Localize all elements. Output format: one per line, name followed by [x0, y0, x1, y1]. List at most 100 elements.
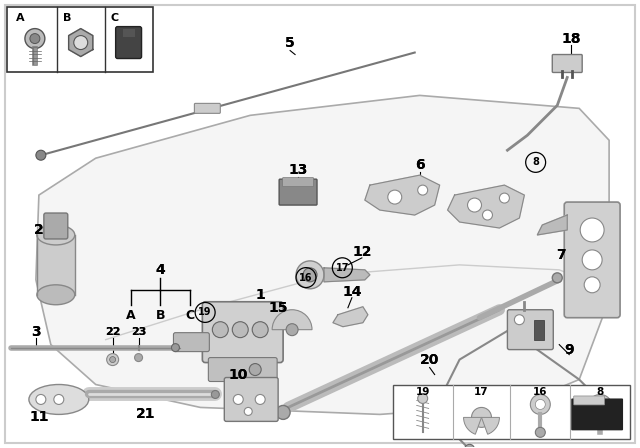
FancyBboxPatch shape [572, 398, 623, 431]
FancyBboxPatch shape [202, 302, 283, 362]
Text: 7: 7 [556, 248, 566, 262]
Text: 19: 19 [415, 388, 430, 397]
Text: A: A [126, 309, 136, 322]
FancyBboxPatch shape [508, 310, 553, 349]
Circle shape [212, 322, 228, 338]
Circle shape [25, 29, 45, 48]
Circle shape [418, 393, 428, 404]
Circle shape [418, 185, 428, 195]
Text: A: A [16, 13, 24, 23]
Text: 19: 19 [198, 307, 212, 318]
Circle shape [582, 250, 602, 270]
Text: 14: 14 [342, 285, 362, 299]
FancyBboxPatch shape [552, 55, 582, 73]
Circle shape [54, 395, 64, 405]
Bar [393, 384, 630, 439]
Polygon shape [538, 215, 567, 235]
Text: 1: 1 [255, 288, 265, 302]
Text: 6: 6 [415, 158, 424, 172]
Circle shape [286, 324, 298, 336]
Circle shape [465, 444, 474, 448]
Ellipse shape [29, 384, 89, 414]
Text: 493321: 493321 [588, 429, 627, 439]
Polygon shape [365, 175, 440, 215]
Circle shape [468, 198, 481, 212]
FancyBboxPatch shape [224, 378, 278, 422]
FancyBboxPatch shape [209, 358, 277, 382]
Circle shape [244, 407, 252, 415]
Wedge shape [463, 418, 481, 434]
Text: 7: 7 [556, 248, 566, 262]
Text: 20: 20 [420, 353, 439, 366]
Circle shape [515, 314, 524, 325]
Circle shape [580, 218, 604, 242]
Text: 16: 16 [300, 272, 313, 283]
Text: 9: 9 [564, 343, 574, 357]
FancyBboxPatch shape [195, 103, 220, 113]
Text: 10: 10 [228, 367, 248, 382]
Text: C: C [111, 13, 119, 23]
Circle shape [36, 395, 46, 405]
Text: 12: 12 [352, 245, 372, 259]
Text: 18: 18 [561, 31, 581, 46]
Bar [123, 29, 134, 37]
Text: 10: 10 [228, 367, 248, 382]
Bar [37, 235, 75, 295]
Text: 16: 16 [533, 388, 548, 397]
Polygon shape [324, 268, 370, 282]
Circle shape [252, 322, 268, 338]
Text: 4: 4 [156, 263, 165, 277]
Circle shape [535, 427, 545, 437]
Circle shape [535, 400, 545, 409]
Ellipse shape [37, 225, 75, 245]
Circle shape [74, 35, 88, 50]
Text: 9: 9 [564, 343, 574, 357]
Text: C: C [186, 309, 195, 322]
FancyBboxPatch shape [283, 178, 314, 187]
FancyBboxPatch shape [573, 396, 605, 405]
Circle shape [134, 353, 143, 362]
Circle shape [255, 395, 265, 405]
Text: 20: 20 [420, 353, 439, 366]
Circle shape [499, 193, 509, 203]
FancyBboxPatch shape [173, 333, 209, 352]
Circle shape [303, 268, 317, 282]
Ellipse shape [37, 285, 75, 305]
Text: 23: 23 [131, 327, 147, 336]
Circle shape [249, 364, 261, 375]
Text: 13: 13 [289, 163, 308, 177]
Text: 21: 21 [136, 407, 156, 422]
Text: 22: 22 [105, 327, 120, 336]
Text: 5: 5 [285, 35, 295, 50]
Text: 2: 2 [34, 223, 44, 237]
Text: 1: 1 [255, 288, 265, 302]
Polygon shape [333, 307, 368, 327]
Text: 6: 6 [415, 158, 424, 172]
Text: 12: 12 [352, 245, 372, 259]
Text: 14: 14 [342, 285, 362, 299]
Circle shape [232, 322, 248, 338]
Text: 3: 3 [31, 325, 41, 339]
Circle shape [30, 34, 40, 43]
Polygon shape [447, 185, 524, 228]
Circle shape [276, 405, 290, 419]
Text: 8: 8 [596, 388, 604, 397]
Circle shape [552, 273, 563, 283]
Circle shape [233, 395, 243, 405]
Circle shape [172, 344, 179, 352]
Circle shape [107, 353, 118, 366]
Circle shape [109, 357, 116, 362]
Circle shape [531, 395, 550, 414]
FancyBboxPatch shape [279, 179, 317, 205]
Bar [534, 320, 544, 340]
Circle shape [388, 190, 402, 204]
Bar [7, 7, 152, 73]
Text: 2: 2 [34, 223, 44, 237]
Text: 11: 11 [29, 410, 49, 424]
Text: 22: 22 [105, 327, 120, 336]
Text: 13: 13 [289, 163, 308, 177]
Wedge shape [272, 310, 312, 330]
Text: 3: 3 [31, 325, 41, 339]
Text: 17: 17 [335, 263, 349, 273]
Text: B: B [156, 309, 165, 322]
